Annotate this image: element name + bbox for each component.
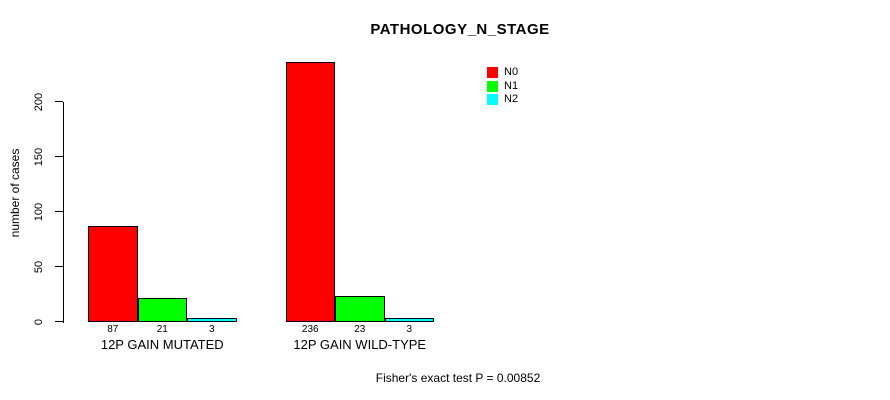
legend-row-n2: N2 xyxy=(487,93,518,106)
y-axis-line xyxy=(63,101,64,323)
x-category-label: 12P GAIN WILD-TYPE xyxy=(293,337,427,352)
y-tick xyxy=(55,101,63,102)
y-tick-label: 150 xyxy=(33,147,45,166)
bar-n1-group-1 xyxy=(137,298,187,323)
y-tick xyxy=(55,266,63,267)
bar-n0-group-1 xyxy=(88,225,138,323)
bar-value-label: 87 xyxy=(107,323,119,335)
legend-swatch-n0 xyxy=(487,67,498,79)
legend-row-n1: N1 xyxy=(487,79,518,92)
bar-value-label: 3 xyxy=(208,323,215,335)
bar-value-label: 3 xyxy=(406,323,413,335)
legend-swatch-n1 xyxy=(487,80,498,92)
bar-n2-group-1 xyxy=(187,318,237,323)
y-tick-label: 50 xyxy=(33,260,45,273)
legend-label: N1 xyxy=(504,79,519,92)
legend: N0 N1 N2 xyxy=(487,66,518,106)
chart-title: PATHOLOGY_N_STAGE xyxy=(370,21,550,38)
y-axis-label: number of cases xyxy=(8,148,22,238)
legend-row-n0: N0 xyxy=(487,66,518,79)
bar-n1-group-2 xyxy=(335,296,385,323)
y-tick xyxy=(55,211,63,212)
legend-label: N0 xyxy=(504,66,519,79)
y-tick xyxy=(55,156,63,157)
y-tick-label: 200 xyxy=(33,92,45,111)
y-tick xyxy=(55,321,63,322)
bar-value-label: 21 xyxy=(156,323,168,335)
bar-value-label: 236 xyxy=(301,323,319,335)
bar-n2-group-2 xyxy=(384,318,434,323)
bar-value-label: 23 xyxy=(354,323,366,335)
stat-annotation: Fisher's exact test P = 0.00852 xyxy=(375,371,541,385)
y-tick-label: 0 xyxy=(33,318,45,325)
legend-label: N2 xyxy=(504,92,519,105)
x-category-label: 12P GAIN MUTATED xyxy=(100,337,224,352)
y-tick-label: 100 xyxy=(33,202,45,221)
bar-n0-group-2 xyxy=(285,61,335,323)
legend-swatch-n2 xyxy=(487,93,498,105)
